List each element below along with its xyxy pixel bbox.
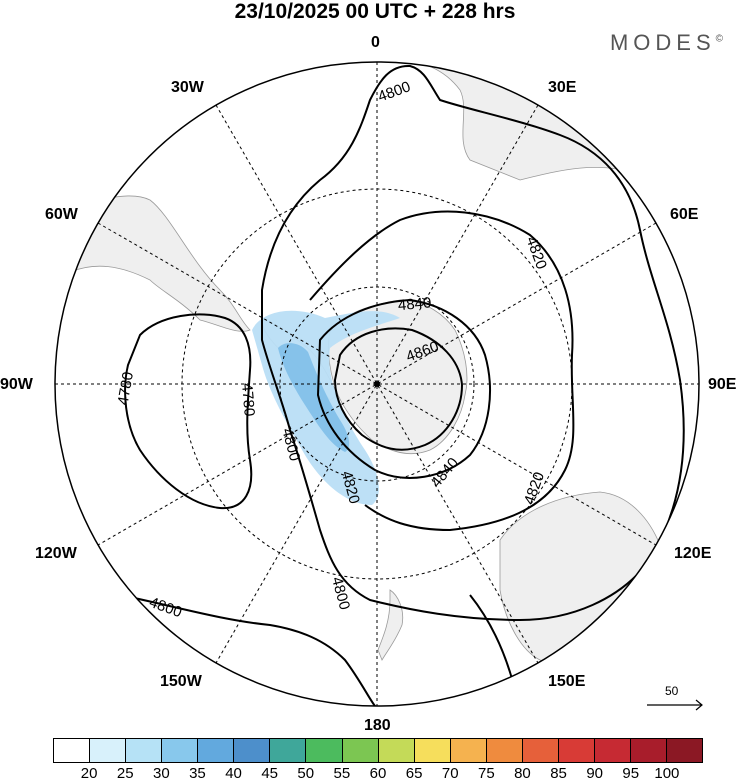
south-pole-dot [374, 381, 380, 387]
wind-speed-shading [252, 310, 400, 505]
globe-outline [54, 61, 700, 707]
colorbar-swatch [54, 739, 91, 762]
lon-label-60e: 60E [670, 206, 699, 223]
contour-4820 [309, 210, 575, 532]
colorbar-swatch [306, 739, 343, 762]
colorbar-tick-label: 100 [654, 765, 680, 782]
contour-4800-south [119, 594, 376, 706]
contour-4860 [333, 327, 464, 451]
colorbar-tick-label: 75 [477, 765, 495, 782]
land-masses [59, 62, 699, 666]
colorbar-swatch [198, 739, 235, 762]
lon-label-0: 0 [371, 34, 380, 51]
colorbar-swatch [486, 739, 523, 762]
colorbar-tick-label: 30 [152, 765, 170, 782]
colorbar-tick-label: 50 [297, 765, 315, 782]
colorbar-swatch [414, 739, 451, 762]
vector-reference-label: 50 [665, 684, 679, 698]
lon-label-150w: 150W [160, 673, 202, 690]
lon-label-180: 180 [364, 717, 391, 734]
colorbar-swatch [378, 739, 415, 762]
colorbar-swatch [522, 739, 559, 762]
contour-4800-main [261, 64, 685, 622]
contour-label-9: 4840 [428, 454, 462, 490]
colorbar-swatch [594, 739, 631, 762]
contour-label-10: 4820 [521, 470, 548, 507]
colorbar-swatch [631, 739, 668, 762]
colorbar-ticks: 20 25 30 35 40 45 50 55 60 65 70 75 80 85 90 95 100 [53, 766, 703, 782]
modes-logo: MODES© [609, 30, 728, 55]
contour-label-12: 4800 [147, 594, 184, 621]
colorbar-tick-label: 85 [550, 765, 567, 782]
colorbar-swatch [162, 739, 199, 762]
contour-4840 [316, 298, 491, 479]
colorbar-tick-label: 55 [333, 765, 351, 782]
lon-label-30e: 30E [548, 79, 577, 96]
vector-reference-arrow [647, 699, 703, 711]
colorbar-tick-label: 80 [514, 765, 531, 782]
colorbar-swatch [667, 739, 703, 762]
lon-label-60w: 60W [45, 206, 78, 223]
land-australia [499, 491, 662, 666]
colorbar-swatch [126, 739, 163, 762]
colorbar-tick-label: 40 [225, 765, 242, 782]
contour-4780-west [124, 313, 253, 510]
colorbar [53, 738, 703, 763]
land-new-zealand [377, 589, 404, 661]
contour-label-6: 4780 [238, 382, 258, 417]
chart-title: 23/10/2025 00 UTC + 228 hrs [234, 0, 516, 23]
contour-label-11: 4800 [328, 575, 353, 612]
colorbar-tick-label: 65 [405, 765, 423, 782]
colorbar-swatch [450, 739, 487, 762]
colorbar-tick-label: 70 [441, 765, 459, 782]
lon-label-150e: 150E [548, 673, 586, 690]
colorbar-tick-label: 25 [116, 765, 134, 782]
lon-label-90e: 90E [708, 376, 737, 393]
colorbar-swatch [234, 739, 271, 762]
jet-core [278, 343, 350, 452]
colorbar-tick-label: 60 [369, 765, 387, 782]
colorbar-tick-label: 90 [586, 765, 603, 782]
lon-label-120w: 120W [35, 545, 77, 562]
colorbar-swatch [90, 739, 127, 762]
colorbar-swatch [342, 739, 379, 762]
colorbar-tick-label: 45 [261, 765, 278, 782]
lon-label-90w: 90W [0, 376, 33, 393]
colorbar-swatch [558, 739, 595, 762]
colorbar-tick-label: 35 [189, 765, 206, 782]
lon-label-120e: 120E [674, 545, 712, 562]
meridian-lines [55, 62, 699, 706]
colorbar-tick-label: 95 [622, 765, 640, 782]
contour-label-3: 4840 [397, 294, 432, 314]
land-africa [394, 62, 699, 211]
colorbar-tick-label: 20 [80, 765, 98, 782]
contour-label-2: 4820 [523, 234, 550, 271]
land-south-america [59, 195, 251, 332]
contour-label-5: 4780 [115, 371, 138, 407]
colorbar-swatch [270, 739, 307, 762]
lon-label-30w: 30W [171, 79, 204, 96]
